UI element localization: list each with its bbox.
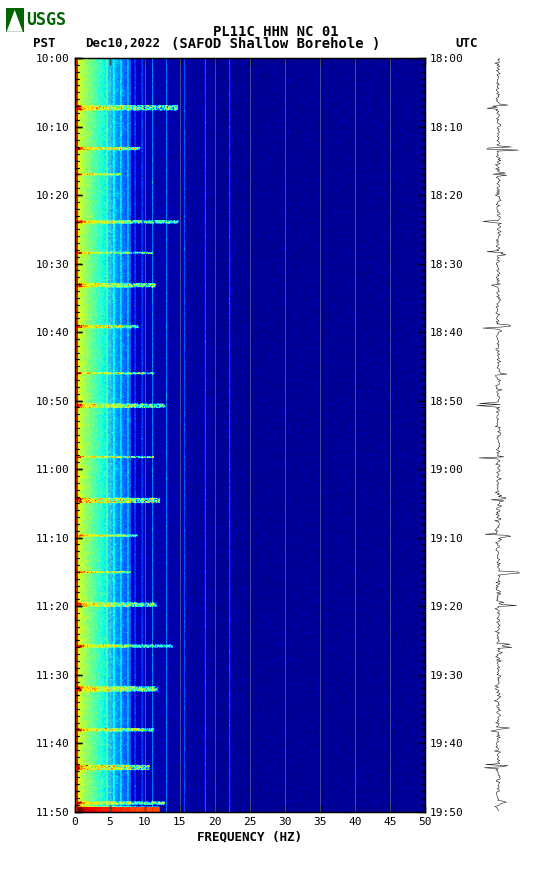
Text: (SAFOD Shallow Borehole ): (SAFOD Shallow Borehole ) bbox=[171, 37, 381, 52]
Text: PL11C HHN NC 01: PL11C HHN NC 01 bbox=[213, 25, 339, 39]
FancyBboxPatch shape bbox=[6, 8, 24, 32]
Polygon shape bbox=[7, 10, 23, 32]
X-axis label: FREQUENCY (HZ): FREQUENCY (HZ) bbox=[197, 830, 302, 844]
Text: USGS: USGS bbox=[26, 11, 66, 29]
Text: Dec10,2022: Dec10,2022 bbox=[86, 37, 161, 51]
Text: UTC: UTC bbox=[455, 37, 478, 51]
Text: PST: PST bbox=[33, 37, 56, 51]
